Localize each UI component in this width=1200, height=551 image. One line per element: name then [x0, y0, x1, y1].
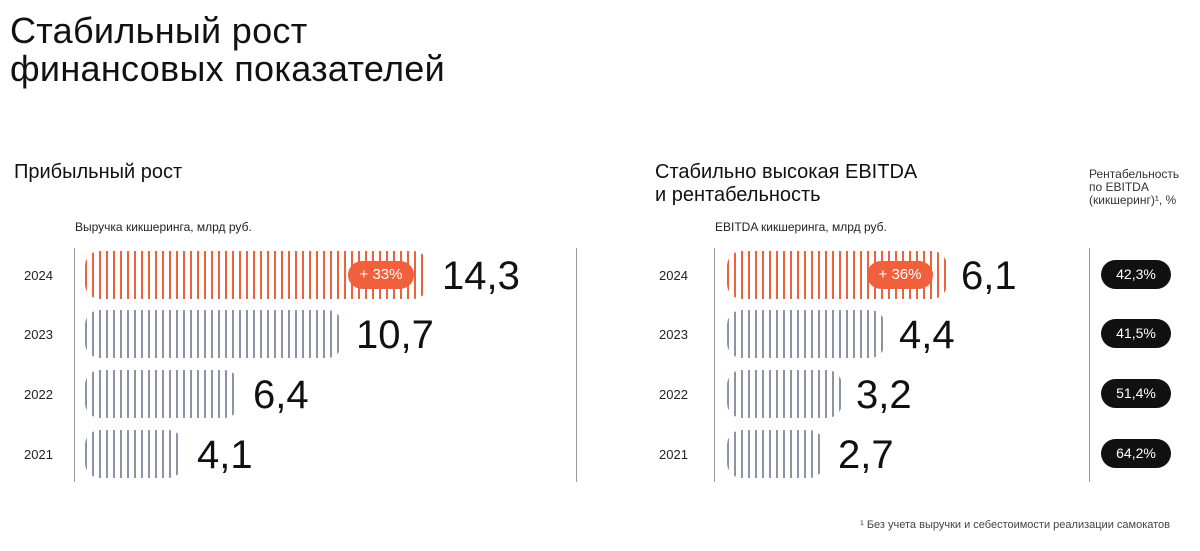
ebitda-value-label-2021: 2,7: [838, 433, 894, 477]
ebitda-margin-badge-2024: 42,3%: [1101, 260, 1171, 289]
revenue-bar-2022: [85, 370, 239, 418]
ebitda-year-label-2022: 2022: [659, 387, 688, 402]
ebitda-chart-title-line-2: и рентабельность: [655, 184, 821, 206]
chart-divider-line: [576, 248, 577, 482]
ebitda-bar-2021: [727, 430, 824, 478]
ebitda-year-label-2021: 2021: [659, 447, 688, 462]
ebitda-margin-badge-2022: 51,4%: [1101, 379, 1171, 408]
margin-caption-line-1: Рентабельность: [1089, 167, 1180, 181]
ebitda-axis-line: [714, 248, 715, 482]
revenue-value-label-2021: 4,1: [197, 433, 253, 477]
revenue-growth-badge: + 33%: [348, 261, 414, 289]
margin-caption-line-3: (кикшеринг)¹, %: [1089, 193, 1177, 207]
revenue-chart-title: Прибыльный рост: [14, 161, 183, 183]
ebitda-bar-2022: [727, 370, 842, 418]
revenue-year-label-2022: 2022: [24, 387, 53, 402]
margin-caption: Рентабельность по EBITDA (кикшеринг)¹, %: [1089, 168, 1179, 207]
ebitda-growth-badge: + 36%: [867, 261, 933, 289]
revenue-year-label-2024: 2024: [24, 268, 53, 283]
page-title-line-1: Стабильный рост: [10, 10, 308, 51]
ebitda-axis-caption: EBITDA кикшеринга, млрд руб.: [715, 220, 887, 234]
ebitda-chart-title-line-1: Стабильно высокая EBITDA: [655, 161, 918, 183]
page-title: Стабильный рост финансовых показателей: [10, 12, 445, 88]
ebitda-value-label-2024: 6,1: [961, 254, 1017, 298]
page-title-line-2: финансовых показателей: [10, 48, 445, 89]
ebitda-value-label-2023: 4,4: [899, 313, 955, 357]
margin-axis-line: [1089, 248, 1090, 482]
ebitda-bar-2023: [727, 310, 885, 358]
revenue-bar-2023: [85, 310, 342, 358]
ebitda-year-label-2024: 2024: [659, 268, 688, 283]
revenue-value-label-2022: 6,4: [253, 373, 309, 417]
ebitda-chart-title: Стабильно высокая EBITDA и рентабельност…: [655, 161, 917, 207]
revenue-value-label-2023: 10,7: [356, 313, 434, 357]
ebitda-margin-badge-2021: 64,2%: [1101, 439, 1171, 468]
revenue-axis-line: [74, 248, 75, 482]
revenue-year-label-2023: 2023: [24, 327, 53, 342]
ebitda-margin-badge-2023: 41,5%: [1101, 319, 1171, 348]
footnote: ¹ Без учета выручки и себестоимости реал…: [860, 519, 1170, 531]
revenue-bar-2021: [85, 430, 183, 478]
revenue-year-label-2021: 2021: [24, 447, 53, 462]
revenue-value-label-2024: 14,3: [442, 254, 520, 298]
ebitda-year-label-2023: 2023: [659, 327, 688, 342]
margin-caption-line-2: по EBITDA: [1089, 180, 1149, 194]
revenue-axis-caption: Выручка кикшеринга, млрд руб.: [75, 220, 252, 234]
ebitda-value-label-2022: 3,2: [856, 373, 912, 417]
